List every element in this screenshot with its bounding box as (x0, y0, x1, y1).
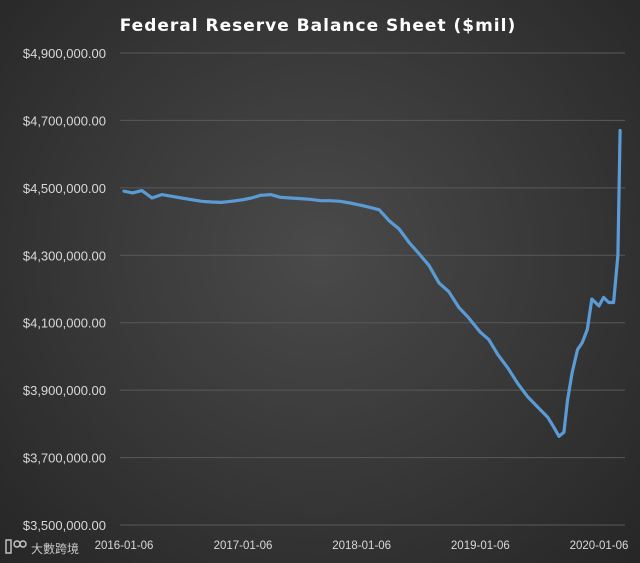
chart-title: Federal Reserve Balance Sheet ($mil) (120, 16, 516, 36)
x-tick-label: 2016-01-06 (95, 540, 154, 552)
grid-lines (120, 52, 625, 526)
series-line (122, 128, 622, 438)
watermark: 大數跨境 (5, 539, 79, 556)
y-tick-label: $4,500,000.00 (23, 181, 106, 196)
x-tick-label: 2018-01-06 (332, 540, 391, 552)
y-tick-label: $4,100,000.00 (23, 316, 106, 331)
y-tick-label: $4,700,000.00 (23, 113, 106, 128)
y-tick-label: $4,900,000.00 (23, 46, 106, 61)
y-tick-label: $4,300,000.00 (23, 248, 106, 263)
x-tick-label: 2020-01-06 (570, 540, 629, 552)
x-tick-label: 2019-01-06 (451, 540, 510, 552)
watermark-text: 大數跨境 (31, 541, 79, 556)
x-tick-label: 2017-01-06 (214, 540, 273, 552)
watermark-logo-icon (5, 539, 27, 554)
y-tick-label: $3,500,000.00 (23, 518, 106, 533)
x-axis-labels: 2016-01-06 2017-01-06 2018-01-06 2019-01-06… (95, 540, 629, 552)
y-tick-label: $3,900,000.00 (23, 383, 106, 398)
y-tick-label: $3,700,000.00 (23, 451, 106, 466)
y-axis-labels: $3,500,000.00 $3,700,000.00 $3,900,000.00 $… (23, 46, 106, 533)
series-layer (122, 128, 622, 438)
